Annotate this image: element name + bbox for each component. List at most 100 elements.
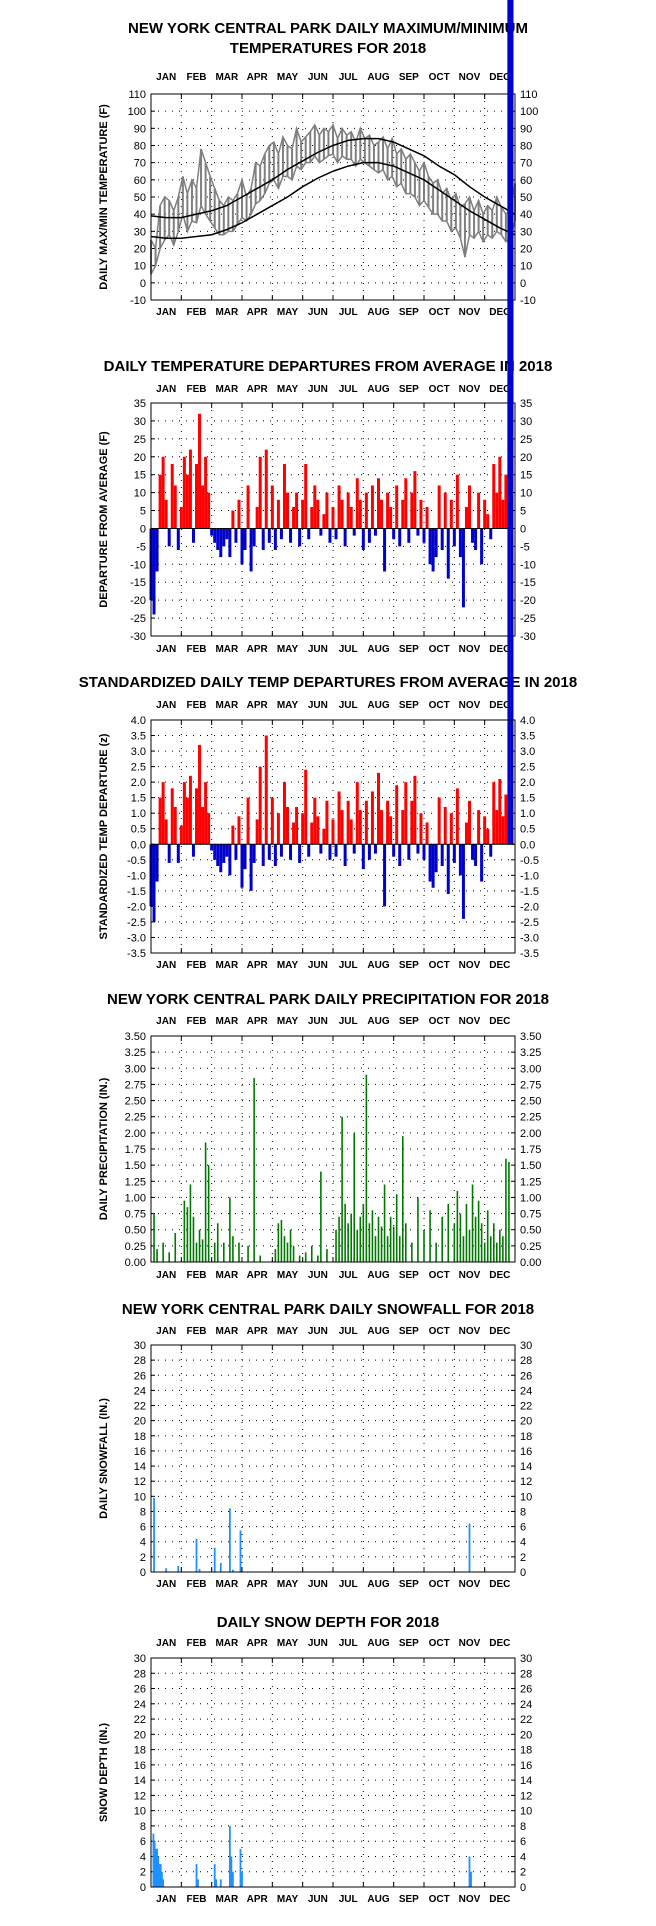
month-label: NOV xyxy=(459,960,481,971)
y-tick-label: 0.25 xyxy=(125,1241,146,1253)
precip-chart: NEW YORK CENTRAL PARK DAILY PRECIPITATIO… xyxy=(98,991,549,1281)
normal-high-line xyxy=(150,137,516,219)
y-tick-label: -10 xyxy=(520,559,536,571)
y-tick-label: -3.0 xyxy=(520,932,539,944)
y-tick-label: 14 xyxy=(134,1775,146,1787)
month-label: OCT xyxy=(429,1270,450,1281)
y-tick-label: 35 xyxy=(520,398,532,410)
y-tick-label: -1.0 xyxy=(127,870,146,882)
y-tick-label: 12 xyxy=(520,1790,532,1802)
month-label: NOV xyxy=(459,700,481,711)
y-tick-label: 20 xyxy=(134,1729,146,1741)
y-tick-label: 50 xyxy=(520,192,532,204)
y-tick-label: 2 xyxy=(140,1552,146,1564)
y-tick-label: 12 xyxy=(520,1476,532,1488)
month-label: SEP xyxy=(399,72,419,83)
month-label: JUL xyxy=(339,72,358,83)
y-tick-label: 4.0 xyxy=(520,715,535,727)
month-label: MAY xyxy=(277,644,299,655)
y-tick-label: 30 xyxy=(520,1340,532,1352)
month-label: OCT xyxy=(429,1579,450,1590)
chart-title: DAILY TEMPERATURE DEPARTURES FROM AVERAG… xyxy=(104,358,553,375)
month-label: MAY xyxy=(277,1638,299,1649)
y-tick-label: 18 xyxy=(520,1431,532,1443)
normal-low-line xyxy=(150,161,516,239)
y-tick-label: 14 xyxy=(520,1461,532,1473)
y-tick-label: -25 xyxy=(130,613,146,625)
y-tick-label: 8 xyxy=(520,1506,526,1518)
y-tick-label: -20 xyxy=(130,595,146,607)
y-tick-label: 35 xyxy=(134,398,146,410)
month-label: OCT xyxy=(429,307,450,318)
month-label: AUG xyxy=(367,1579,389,1590)
month-label: FEB xyxy=(187,384,207,395)
y-tick-label: 3.50 xyxy=(520,1031,541,1043)
y-tick-label: 16 xyxy=(134,1760,146,1772)
month-label: MAR xyxy=(215,960,239,971)
month-label: JAN xyxy=(156,644,176,655)
y-tick-label: 6 xyxy=(520,1836,526,1848)
month-label: MAY xyxy=(277,1326,299,1337)
plot-frame xyxy=(150,1035,516,1263)
y-tick-label: -3.5 xyxy=(520,948,539,960)
y-tick-label: 2.0 xyxy=(520,777,535,789)
month-label: AUG xyxy=(367,960,389,971)
month-label: AUG xyxy=(367,307,389,318)
y-tick-label: 40 xyxy=(520,209,532,221)
month-label: JUL xyxy=(339,1326,358,1337)
y-tick-label: -1.0 xyxy=(520,870,539,882)
y-tick-label: 3.00 xyxy=(125,1063,146,1075)
plot-frame xyxy=(150,1657,516,1888)
month-label: FEB xyxy=(187,1894,207,1905)
y-tick-label: 0.5 xyxy=(520,824,535,836)
month-label: SEP xyxy=(399,384,419,395)
y-tick-label: 16 xyxy=(520,1446,532,1458)
y-tick-label: -0.5 xyxy=(127,855,146,867)
y-tick-label: 1.75 xyxy=(520,1144,541,1156)
y-tick-label: 15 xyxy=(134,470,146,482)
y-tick-label: 0 xyxy=(140,278,146,290)
y-tick-label: 6 xyxy=(520,1522,526,1534)
y-tick-label: -2.0 xyxy=(520,901,539,913)
month-label: FEB xyxy=(187,644,207,655)
month-label: MAY xyxy=(277,960,299,971)
month-label: DEC xyxy=(489,960,510,971)
month-label: MAR xyxy=(215,1326,239,1337)
month-label: SEP xyxy=(399,1894,419,1905)
month-label: MAY xyxy=(277,307,299,318)
month-label: JUN xyxy=(308,1326,328,1337)
y-tick-label: -10 xyxy=(520,295,536,307)
month-label: JAN xyxy=(156,307,176,318)
month-label: SEP xyxy=(399,307,419,318)
month-label: MAY xyxy=(277,72,299,83)
y-tick-label: 1.50 xyxy=(125,1160,146,1172)
month-label: JUL xyxy=(339,644,358,655)
y-tick-label: 30 xyxy=(134,1653,146,1665)
month-label: JAN xyxy=(156,1270,176,1281)
y-tick-label: 0.50 xyxy=(125,1225,146,1237)
month-label: JUN xyxy=(308,72,328,83)
observed-low-line xyxy=(150,153,516,275)
y-tick-label: 26 xyxy=(520,1684,532,1696)
month-label: APR xyxy=(247,384,269,395)
y-tick-label: 50 xyxy=(134,192,146,204)
month-label: JUL xyxy=(339,1579,358,1590)
plot-frame xyxy=(150,402,516,637)
y-tick-label: 22 xyxy=(134,1401,146,1413)
plot-frame xyxy=(150,1344,516,1573)
y-tick-label: 1.00 xyxy=(125,1192,146,1204)
month-label: OCT xyxy=(429,644,450,655)
y-tick-label: 0.25 xyxy=(520,1241,541,1253)
month-label: DEC xyxy=(489,72,510,83)
month-label: JAN xyxy=(156,700,176,711)
y-tick-label: 30 xyxy=(134,226,146,238)
month-label: APR xyxy=(247,1270,269,1281)
month-label: FEB xyxy=(187,1270,207,1281)
y-tick-label: 25 xyxy=(134,434,146,446)
y-tick-label: 80 xyxy=(134,141,146,153)
plot-frame xyxy=(150,719,516,954)
y-tick-label: 8 xyxy=(140,1506,146,1518)
month-label: JUN xyxy=(308,1638,328,1649)
y-tick-label: 20 xyxy=(520,452,532,464)
month-label: JUN xyxy=(308,700,328,711)
